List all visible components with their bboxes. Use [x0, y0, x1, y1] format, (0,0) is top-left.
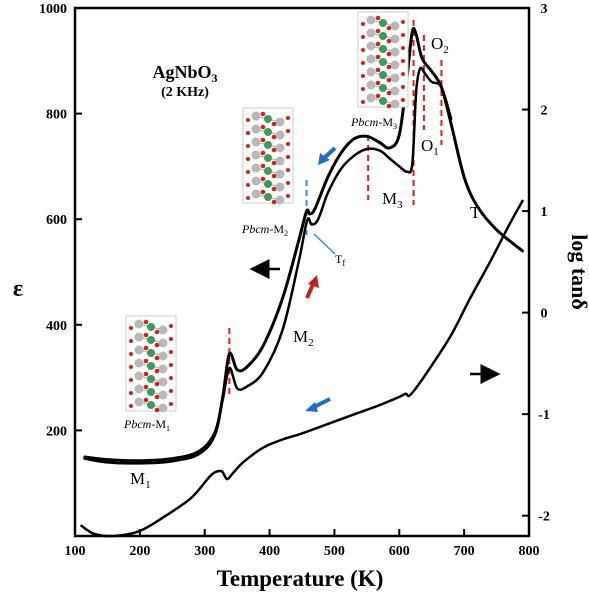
- tf-pointer: [313, 233, 336, 255]
- label-m2: M2: [293, 327, 314, 349]
- y-right-tick-label: -1: [538, 408, 550, 423]
- y-right-axis-ticks: -2 -1 0 1 2 3: [522, 2, 550, 525]
- label-o2: O2: [431, 34, 449, 56]
- y-right-tick-label: 1: [541, 205, 548, 220]
- y-right-tick-label: 3: [541, 2, 548, 17]
- label-m1: M1: [130, 469, 151, 491]
- label-tf: Tf: [335, 252, 345, 268]
- heating-arrow: [305, 275, 319, 299]
- x-axis-ticks: 100 200 300 400 500 600 700 800: [65, 529, 540, 559]
- cooling-arrow-upper: [318, 146, 337, 165]
- y-right-axis-title: log tanδ: [567, 234, 589, 310]
- chart-subtitle: (2 KHz): [161, 85, 209, 100]
- x-tick-label: 300: [194, 544, 215, 559]
- cooling-arrow-lower: [305, 397, 331, 412]
- crystal-structure-image: [242, 107, 294, 205]
- crystal-structure-image: [357, 11, 409, 109]
- crystal-structure-image: [125, 315, 177, 413]
- y-right-tick-label: 0: [541, 307, 548, 322]
- x-tick-label: 500: [324, 544, 345, 559]
- x-tick-label: 600: [389, 544, 410, 559]
- y-left-tick-label: 800: [46, 108, 67, 123]
- y-left-tick-label: 400: [46, 319, 67, 334]
- chart-title: AgNbO3: [152, 62, 217, 85]
- y-left-axis-title: ε: [13, 276, 23, 302]
- y-left-tick-label: 200: [46, 424, 67, 439]
- series-line-eps_heating: [83, 66, 453, 462]
- label-o1: O1: [421, 136, 439, 158]
- plot-frame: [73, 6, 531, 538]
- y-left-tick-label: 600: [46, 213, 67, 228]
- series-line-log_tan_delta: [80, 199, 524, 538]
- curves: [80, 26, 524, 538]
- y-left-axis-ticks: 200 400 600 800 1000: [39, 2, 82, 439]
- transition-lines: [228, 20, 443, 398]
- label-m3: M3: [382, 189, 403, 211]
- label-pbcm-m1: Pbcm-M1: [123, 417, 170, 433]
- y-right-tick-label: -2: [538, 510, 550, 525]
- x-axis-title: Temperature (K): [217, 566, 384, 591]
- label-pbcm-m3: Pbcm-M3: [350, 115, 397, 131]
- label-pbcm-m2: Pbcm-M2: [241, 222, 288, 238]
- crystal-insets: [125, 11, 409, 413]
- x-tick-label: 400: [259, 544, 280, 559]
- y-left-tick-label: 1000: [39, 2, 67, 17]
- x-tick-label: 700: [454, 544, 475, 559]
- label-t: T: [470, 203, 481, 222]
- x-tick-label: 800: [519, 544, 540, 559]
- y-right-tick-label: 2: [541, 104, 548, 119]
- x-tick-label: 200: [129, 544, 150, 559]
- x-tick-label: 100: [65, 544, 86, 559]
